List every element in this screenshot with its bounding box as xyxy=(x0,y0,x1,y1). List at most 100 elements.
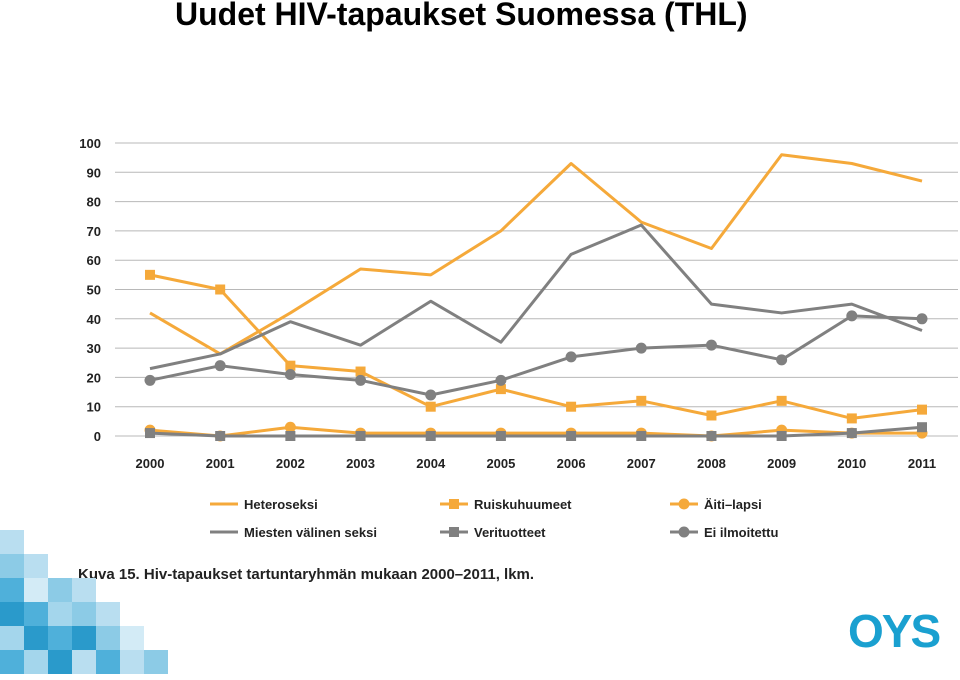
legend-item: Ei ilmoitettu xyxy=(670,525,778,540)
mosaic-tile xyxy=(48,650,72,674)
x-tick-label: 2000 xyxy=(136,456,165,471)
mosaic-tile xyxy=(24,554,48,578)
y-tick-label: 100 xyxy=(79,136,101,151)
mosaic-tile xyxy=(24,578,48,602)
legend-label: Ei ilmoitettu xyxy=(704,525,778,540)
data-point xyxy=(215,431,226,441)
mosaic-tile xyxy=(96,626,120,650)
legend-item: Verituotteet xyxy=(440,525,546,540)
legend-marker xyxy=(678,498,690,510)
data-point xyxy=(285,360,296,371)
data-point xyxy=(566,401,577,412)
mosaic-tile xyxy=(0,530,24,554)
mosaic-tile xyxy=(0,602,24,626)
series-3 xyxy=(149,223,923,371)
data-point xyxy=(285,431,296,441)
mosaic-tile xyxy=(72,650,96,674)
mosaic-tile xyxy=(0,626,24,650)
y-tick-label: 60 xyxy=(87,253,101,268)
series-line xyxy=(149,223,923,371)
data-point xyxy=(566,431,577,441)
y-tick-label: 10 xyxy=(87,400,101,415)
y-tick-label: 90 xyxy=(87,165,101,180)
x-axis-ticks: 2000 2001 2002 2003 2004 2005 2006 2007 2008 2009… xyxy=(136,456,937,471)
mosaic-tile xyxy=(72,602,96,626)
y-tick-label: 20 xyxy=(87,370,101,385)
series-5 xyxy=(144,310,928,401)
decorative-mosaic xyxy=(0,530,168,674)
mosaic-tile xyxy=(24,602,48,626)
data-point xyxy=(144,374,156,386)
x-tick-label: 2003 xyxy=(346,456,375,471)
legend-label: Verituotteet xyxy=(474,525,546,540)
y-tick-label: 30 xyxy=(87,341,101,356)
mosaic-tile xyxy=(0,554,24,578)
data-point xyxy=(145,269,155,280)
data-point xyxy=(776,354,788,366)
mosaic-tile xyxy=(0,650,24,674)
mosaic-tile xyxy=(24,626,48,650)
series-line xyxy=(149,425,923,438)
data-point xyxy=(636,431,647,441)
series-line xyxy=(149,153,923,356)
data-point xyxy=(917,404,927,415)
mosaic-tile xyxy=(72,626,96,650)
data-point xyxy=(425,401,436,412)
x-tick-label: 2006 xyxy=(557,456,586,471)
x-tick-label: 2001 xyxy=(206,456,235,471)
x-tick-label: 2011 xyxy=(908,456,936,471)
oys-logo: OYS xyxy=(848,605,941,657)
x-tick-label: 2009 xyxy=(767,456,796,471)
legend-label: Heteroseksi xyxy=(244,497,318,512)
series-2 xyxy=(144,421,928,442)
x-tick-label: 2002 xyxy=(276,456,305,471)
legend-item: Äiti–lapsi xyxy=(670,497,762,512)
series-1 xyxy=(145,269,927,424)
mosaic-tile xyxy=(0,578,24,602)
data-point xyxy=(705,339,717,351)
legend-marker xyxy=(678,526,690,538)
data-point xyxy=(846,428,857,439)
y-tick-label: 50 xyxy=(87,283,101,298)
mosaic-tile xyxy=(48,602,72,626)
series-line xyxy=(149,314,923,397)
figure-caption: Kuva 15. Hiv-tapaukset tartuntaryhmän mu… xyxy=(78,566,535,583)
mosaic-tile xyxy=(120,626,144,650)
mosaic-tile xyxy=(120,650,144,674)
y-tick-label: 80 xyxy=(87,195,101,210)
data-point xyxy=(495,384,506,395)
data-point xyxy=(916,313,928,325)
legend: Heteroseksi Ruiskuhuumeet Äiti–lapsi Mieste… xyxy=(210,497,778,540)
series-line xyxy=(149,425,922,438)
series-lines xyxy=(144,153,928,442)
line-chart: 0 10 20 30 40 50 60 70 80 90 100 2000 2001 2002 2003 2… xyxy=(79,136,958,540)
x-tick-label: 2007 xyxy=(627,456,656,471)
data-point xyxy=(636,395,647,406)
mosaic-tile xyxy=(48,626,72,650)
data-point xyxy=(635,342,647,354)
data-point xyxy=(776,395,787,406)
series-4 xyxy=(145,422,927,441)
data-point xyxy=(917,422,927,433)
data-point xyxy=(495,374,507,386)
data-point xyxy=(846,310,858,322)
data-point xyxy=(145,428,155,439)
grid-lines xyxy=(115,142,958,437)
legend-label: Äiti–lapsi xyxy=(704,497,762,512)
x-tick-label: 2004 xyxy=(416,456,446,471)
mosaic-tile xyxy=(24,650,48,674)
x-tick-label: 2010 xyxy=(837,456,866,471)
mosaic-tile xyxy=(144,650,168,674)
legend-item: Ruiskuhuumeet xyxy=(440,497,572,512)
mosaic-tile xyxy=(72,578,96,602)
y-tick-label: 0 xyxy=(94,429,101,444)
y-tick-label: 70 xyxy=(87,224,101,239)
x-tick-label: 2005 xyxy=(486,456,515,471)
slide-title: Uudet HIV-tapaukset Suomessa (THL) xyxy=(175,0,748,32)
data-point xyxy=(215,284,226,295)
y-tick-label: 40 xyxy=(87,312,101,327)
data-point xyxy=(425,431,436,441)
data-point xyxy=(846,413,857,424)
legend-item: Heteroseksi xyxy=(210,497,318,512)
data-point xyxy=(706,410,717,421)
